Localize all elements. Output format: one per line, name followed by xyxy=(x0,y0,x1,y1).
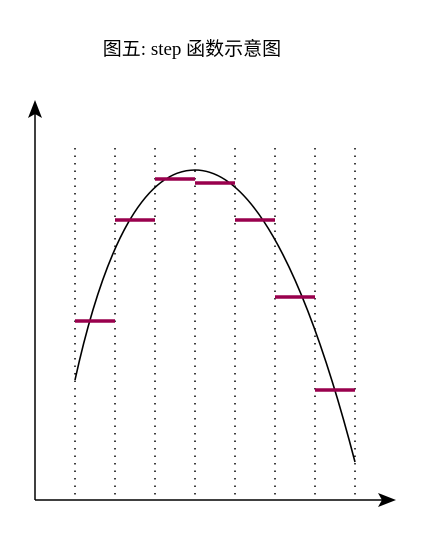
title: 图五: step 函数示意图 xyxy=(103,38,281,60)
axes xyxy=(34,112,384,501)
y-arrow xyxy=(28,100,42,118)
x-arrow xyxy=(378,493,396,507)
curve xyxy=(74,169,356,463)
steps xyxy=(75,177,355,392)
dotted-lines xyxy=(74,148,356,500)
